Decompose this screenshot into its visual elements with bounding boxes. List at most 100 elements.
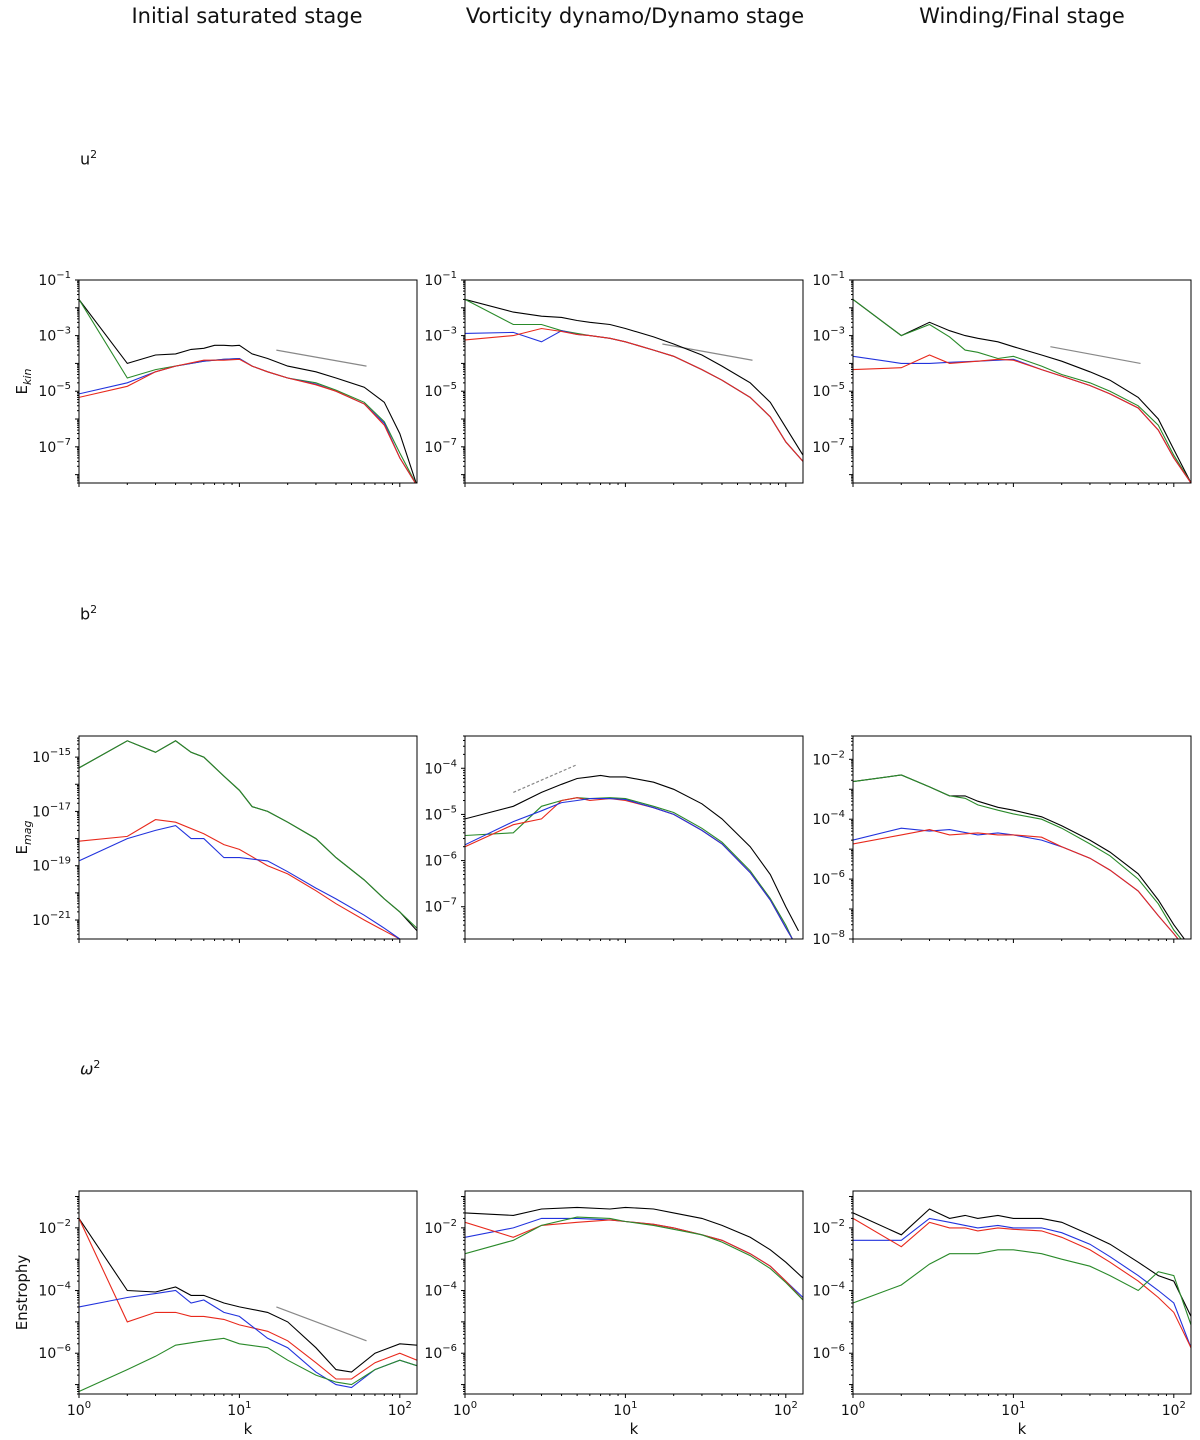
chart-mag-final: 10−8 10−6 10−4 10−2: [812, 735, 1192, 948]
plot-frame: [78, 735, 418, 940]
plot-frame: [852, 735, 1192, 940]
y-tick-label: 10−5: [812, 381, 845, 400]
y-tick-label: 10−4: [812, 809, 845, 828]
series-line-red: [853, 829, 1179, 939]
series-line-green: [853, 1249, 1191, 1326]
chart-ens-final: 10−6 10−4 10−2 100 101 102 k: [812, 1190, 1192, 1438]
series-line-black: [79, 740, 417, 932]
y-axis-label: Emag: [13, 821, 34, 855]
y-tick-label: 10−4: [424, 758, 457, 777]
y-tick-label: 10−1: [424, 270, 457, 289]
row-label-b2-base: b: [80, 604, 91, 624]
column-title-initial: Initial saturated stage: [131, 4, 363, 28]
y-tick-label: 10−5: [38, 381, 71, 400]
y-tick-label: 10−2: [424, 1218, 457, 1237]
series-line-blue: [853, 355, 1191, 483]
y-axis-label: Ekin: [13, 369, 34, 395]
y-tick-label: 10−6: [812, 1343, 845, 1362]
y-tick-label: 10−6: [424, 1343, 457, 1362]
y-tick-label: 10−4: [38, 1281, 71, 1300]
series-line-blue: [79, 825, 417, 939]
series-line-green: [853, 774, 1182, 939]
chart-ens-initial: 10−6 10−4 10−2 100 101 102 k Enstrophy: [13, 1190, 418, 1438]
x-tick-label: 102: [774, 1400, 798, 1419]
plot-frame: [852, 279, 1192, 484]
series-line-blue: [79, 1289, 417, 1389]
series-line-blue: [853, 827, 1179, 939]
series-line-red: [79, 1218, 417, 1380]
y-tick-label: 10−2: [38, 1218, 71, 1237]
chart-ens-dynamo: 10−6 10−4 10−2 100 101 102 k: [424, 1190, 804, 1438]
y-tick-label: 10−3: [38, 326, 71, 345]
y-tick-label: 10−5: [424, 381, 457, 400]
x-tick-label: 101: [1001, 1400, 1025, 1419]
x-axis-label: k: [1018, 1420, 1027, 1438]
chart-kin-initial: 10−7 10−5 10−3 10−1 Ekin: [13, 270, 418, 487]
series-line-blue: [465, 798, 793, 939]
x-tick-label: 101: [613, 1400, 637, 1419]
series-line-green: [79, 299, 417, 483]
series-line-black: [853, 1208, 1191, 1317]
series-line-black: [465, 298, 803, 456]
x-tick-label: 102: [388, 1400, 412, 1419]
y-tick-label: 10−7: [812, 437, 845, 456]
y-tick-label: 10−19: [32, 856, 71, 875]
x-tick-label: 100: [453, 1400, 477, 1419]
series-line-green: [79, 740, 417, 929]
series-line-black: [79, 1218, 417, 1373]
row-label-u2-sup: 2: [90, 148, 98, 161]
y-tick-label: 10−4: [424, 1281, 457, 1300]
series-line-red: [465, 797, 793, 939]
y-tick-label: 10−7: [38, 437, 71, 456]
x-tick-label: 100: [67, 1400, 91, 1419]
y-tick-label: 10−4: [812, 1281, 845, 1300]
chart-kin-final: 10−7 10−5 10−3 10−1: [812, 270, 1192, 487]
y-tick-label: 10−1: [812, 270, 845, 289]
series-line-black: [465, 1206, 803, 1279]
series-line-green: [465, 1216, 803, 1301]
series-line-green: [79, 1337, 417, 1393]
y-tick-label: 10−6: [812, 869, 845, 888]
series-line-blue: [465, 1217, 803, 1298]
chart-mag-initial: 10−21 10−19 10−17 10−15 Emag: [13, 735, 418, 943]
reference-slope-line: [513, 764, 578, 793]
series-line-green: [465, 797, 793, 939]
series-line-blue: [465, 330, 803, 462]
y-tick-label: 10−6: [38, 1343, 71, 1362]
y-tick-label: 10−5: [424, 804, 457, 823]
series-line-red: [79, 819, 417, 939]
column-title-dynamo: Vorticity dynamo/Dynamo stage: [465, 4, 805, 28]
plot-frame: [78, 1190, 418, 1395]
y-tick-label: 10−3: [424, 326, 457, 345]
x-tick-label: 102: [1162, 1400, 1186, 1419]
y-tick-label: 10−15: [32, 747, 71, 766]
column-title-final: Winding/Final stage: [919, 4, 1125, 28]
series-line-red: [465, 1219, 803, 1301]
y-tick-label: 10−6: [424, 851, 457, 870]
series-line-red: [853, 1217, 1191, 1348]
plot-frame: [464, 735, 804, 940]
row-label-u2-base: u: [80, 149, 91, 169]
y-tick-label: 10−3: [812, 326, 845, 345]
series-line-black: [853, 298, 1191, 483]
row-label-w2-sup: 2: [93, 1058, 101, 1071]
plot-frame: [852, 1190, 1192, 1395]
y-tick-label: 10−8: [812, 929, 845, 948]
row-label-b2-sup: 2: [90, 603, 98, 616]
series-line-black: [853, 774, 1186, 939]
series-line-green: [465, 298, 803, 462]
x-tick-label: 100: [841, 1400, 865, 1419]
series-line-green: [853, 298, 1191, 483]
series-line-black: [79, 299, 417, 483]
chart-mag-dynamo: 10−7 10−6 10−5 10−4: [424, 735, 804, 943]
row-label-w2: ω2: [80, 1058, 100, 1078]
y-tick-label: 10−7: [424, 897, 457, 916]
plot-frame: [78, 279, 418, 484]
reference-slope-line: [276, 349, 367, 367]
y-tick-label: 10−1: [38, 270, 71, 289]
row-label-w2-base: ω: [80, 1059, 94, 1079]
y-axis-label: Enstrophy: [13, 1255, 31, 1331]
y-tick-label: 10−17: [32, 801, 71, 820]
series-line-red: [853, 354, 1191, 483]
series-line-red: [79, 358, 416, 483]
